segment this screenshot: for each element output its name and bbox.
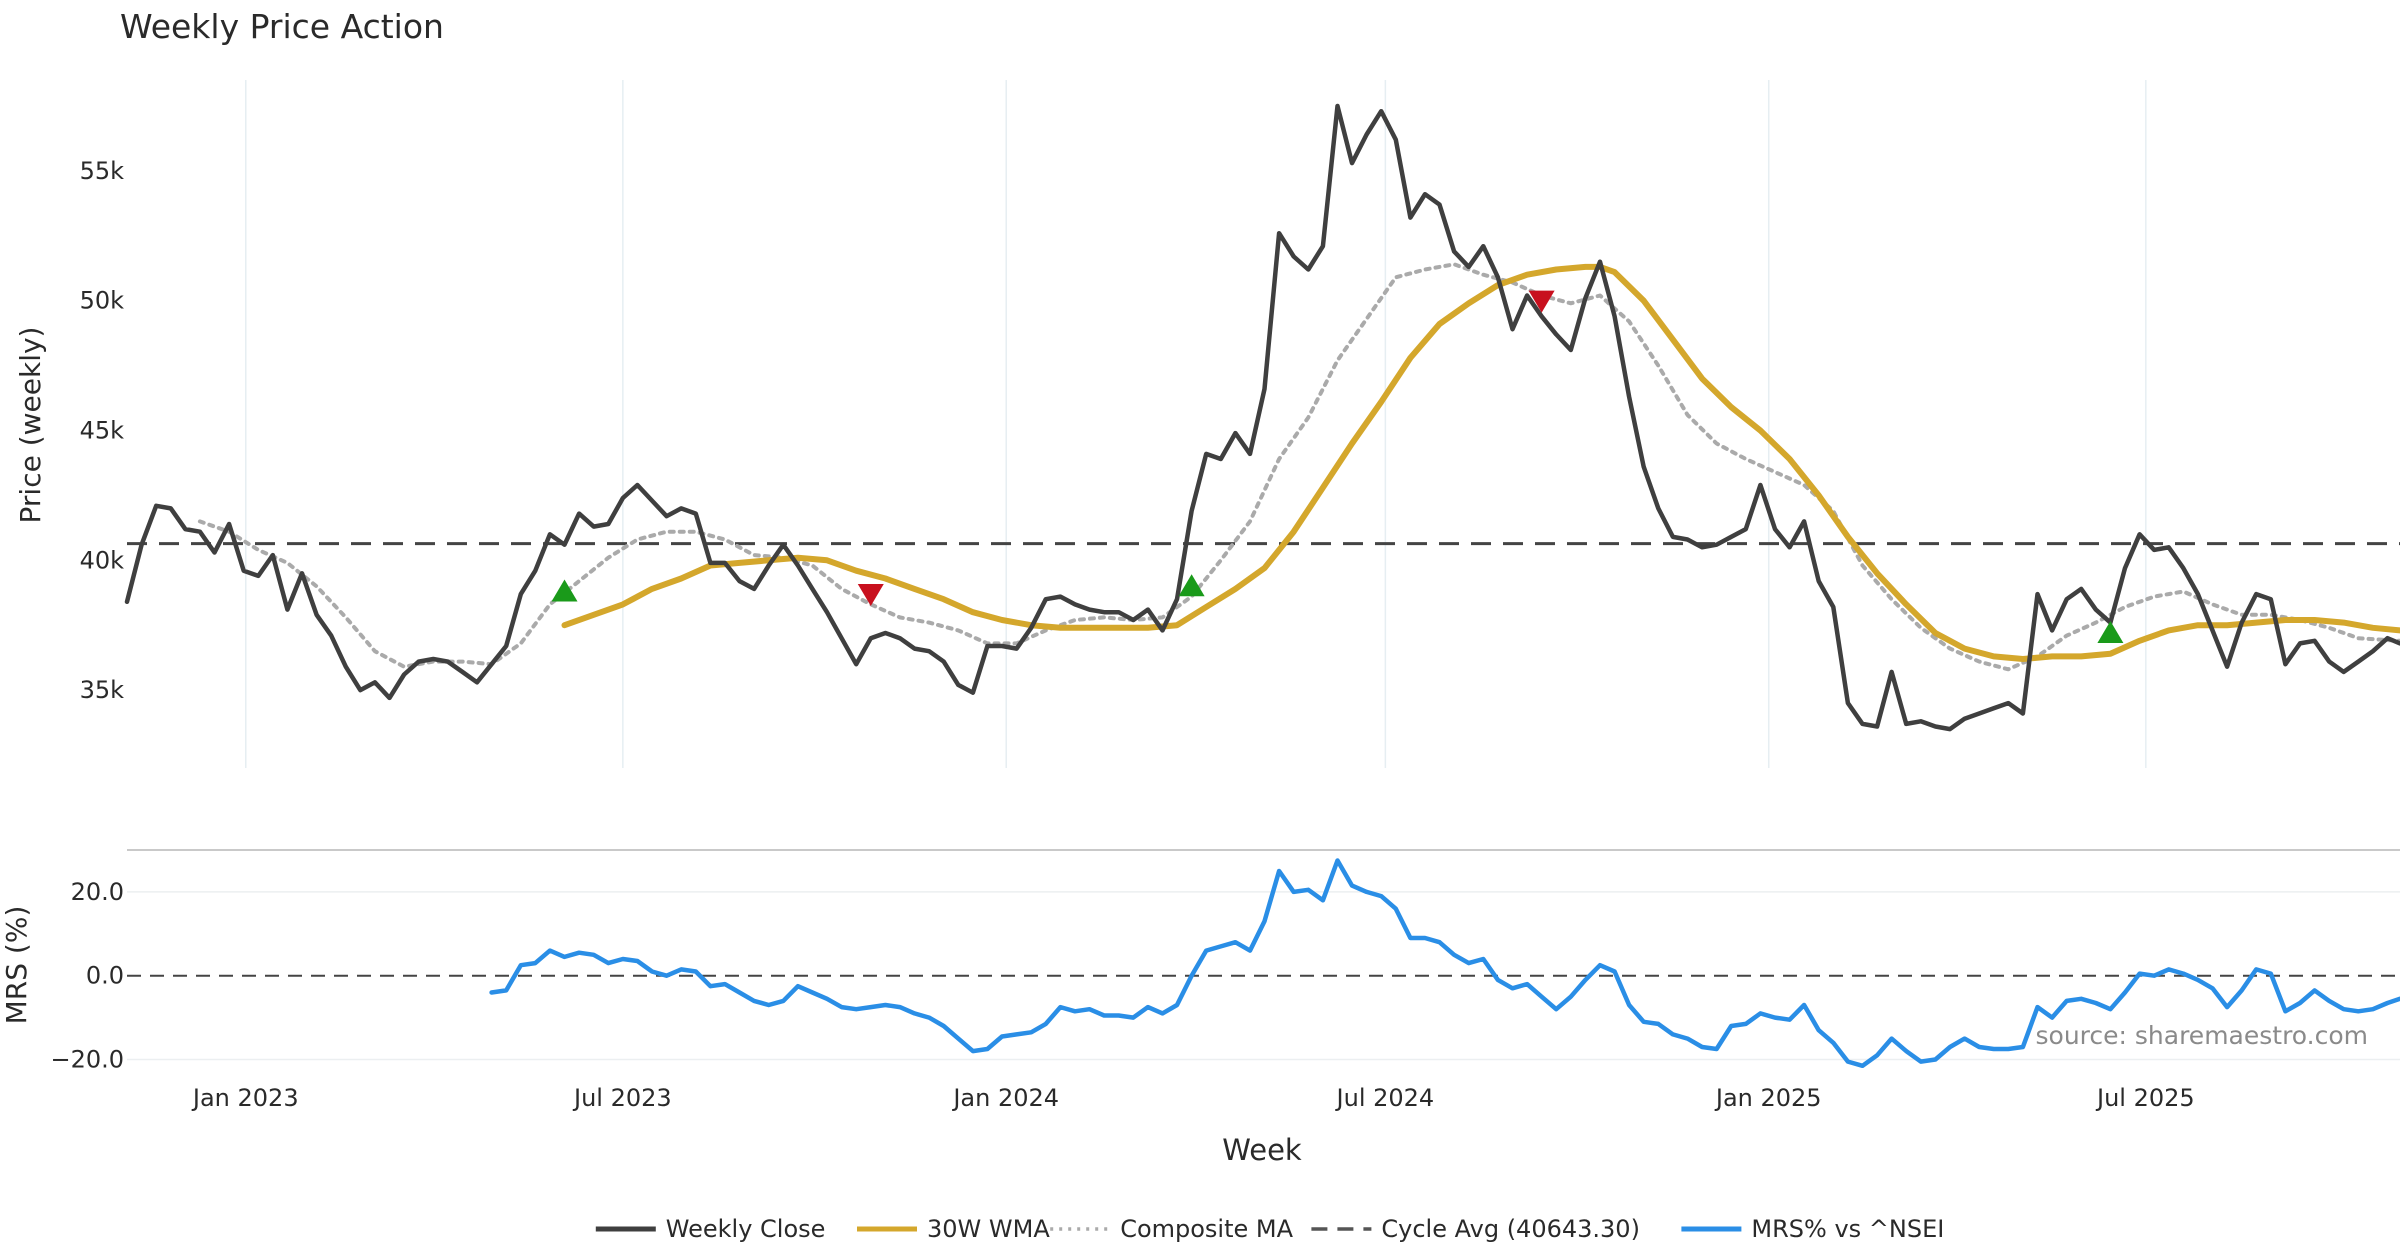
x-tick-label: Jul 2023 [572,1084,672,1112]
mrs-axis-label: MRS (%) [0,906,33,1025]
sell-signal-marker [857,584,884,607]
x-tick-label: Jan 2024 [951,1084,1059,1112]
source-annotation: source: sharemaestro.com [2036,1021,2369,1050]
series-lines [124,103,2400,1069]
mrs-y-tick-label: 0.0 [86,962,124,990]
legend-label: MRS% vs ^NSEI [1751,1215,1944,1243]
axes: Jan 2023 Jul 2023 Jan 2024 Jul 2024 Jan 2025… [50,157,2194,1112]
weekly-close-line [124,103,2400,732]
mrs-line [489,858,2400,1069]
price-y-tick-label: 35k [80,676,125,704]
legend-label: Weekly Close [666,1215,826,1243]
legend-item: Cycle Avg (40643.30) [1311,1215,1640,1243]
chart-title: Weekly Price Action [120,7,444,46]
price-y-tick-label: 50k [80,287,125,315]
sell-signal-marker [1528,290,1555,313]
price-axis-label: Price (weekly) [14,327,47,524]
x-tick-label: Jan 2023 [191,1084,299,1112]
x-tick-label: Jan 2025 [1714,1084,1822,1112]
x-tick-label: Jul 2025 [2095,1084,2195,1112]
price-y-tick-label: 55k [80,157,125,185]
x-tick-label: Jul 2024 [1335,1084,1435,1112]
price-y-tick-label: 40k [80,546,125,574]
x-axis-label: Week [1222,1133,1302,1167]
buy-signal-marker [2097,620,2124,643]
mrs-y-tick-label: −20.0 [50,1046,124,1074]
buy-signal-marker [1178,574,1205,597]
buy-signal-marker [551,579,578,602]
signal-markers [551,290,2124,643]
legend-item: Weekly Close [595,1215,826,1243]
reference-lines [127,542,2400,977]
grid-lines [127,80,2400,1061]
legend-label: 30W WMA [927,1215,1050,1243]
legend-item: 30W WMA [857,1215,1050,1243]
legend-item: Composite MA [1050,1215,1294,1243]
legend: Weekly Close 30W WMA Composite MA Cycle Avg… [595,1215,1944,1243]
composite-ma-line [197,262,2400,672]
price-y-tick-label: 45k [80,416,125,444]
legend-item: MRS% vs ^NSEI [1681,1215,1944,1243]
legend-label: Composite MA [1120,1215,1293,1243]
legend-label: Cycle Avg (40643.30) [1381,1215,1640,1243]
mrs-y-tick-label: 20.0 [71,878,124,906]
